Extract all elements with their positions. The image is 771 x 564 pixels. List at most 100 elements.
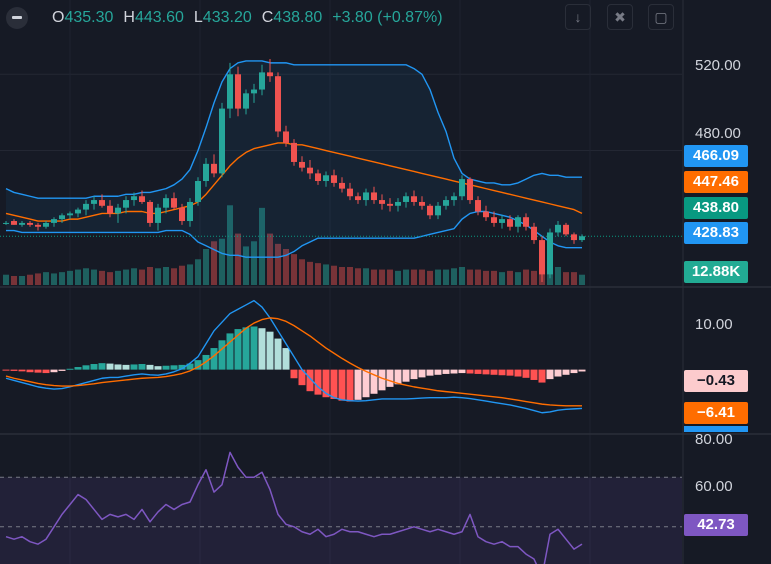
volume-bar bbox=[35, 273, 41, 285]
volume-bar bbox=[523, 269, 529, 285]
volume-bar bbox=[187, 264, 193, 285]
candle-body bbox=[67, 213, 73, 216]
macd-histogram-bar bbox=[58, 369, 66, 371]
candle-body bbox=[27, 222, 33, 225]
macd-histogram-bar bbox=[330, 369, 338, 399]
macd-histogram-bar bbox=[346, 369, 354, 402]
macd-histogram-bar bbox=[434, 369, 442, 375]
candle-body bbox=[419, 201, 425, 206]
candle-body bbox=[123, 200, 129, 208]
arrow-down-icon[interactable]: ↓ bbox=[565, 4, 591, 30]
volume-bar bbox=[51, 273, 57, 285]
candle-body bbox=[379, 200, 385, 204]
candle-body bbox=[307, 167, 313, 174]
macd-histogram-bar bbox=[210, 348, 218, 370]
rsi-band-fill bbox=[0, 477, 682, 564]
volume-bar bbox=[555, 267, 561, 285]
macd-histogram-bar bbox=[114, 364, 122, 370]
candle-body bbox=[275, 76, 281, 132]
candle-body bbox=[155, 207, 161, 223]
macd-histogram-bar bbox=[418, 369, 426, 378]
volume-bar bbox=[203, 249, 209, 285]
candle-body bbox=[243, 93, 249, 109]
candle-body bbox=[291, 142, 297, 162]
collapse-icon[interactable]: ✖ bbox=[607, 4, 633, 30]
candle-body bbox=[163, 198, 169, 208]
candlesticks bbox=[3, 59, 585, 282]
volume-bar bbox=[19, 276, 25, 285]
candle-body bbox=[259, 72, 265, 90]
macd-histogram-bar bbox=[26, 369, 34, 373]
volume-bar bbox=[115, 270, 121, 285]
volume-bar bbox=[579, 274, 585, 285]
volume-bar bbox=[211, 241, 217, 285]
volume-bar bbox=[259, 207, 265, 285]
candle-body bbox=[267, 72, 273, 77]
legend-toggle-button[interactable] bbox=[6, 7, 28, 29]
candle-body bbox=[139, 196, 145, 202]
candle-body bbox=[11, 221, 17, 225]
macd-histogram-bar bbox=[362, 369, 370, 398]
rsi-line bbox=[5, 451, 583, 564]
candle-body bbox=[195, 181, 201, 202]
candle-body bbox=[467, 179, 473, 201]
volume-bar bbox=[515, 272, 521, 285]
volume-bar bbox=[179, 265, 185, 285]
candle-body bbox=[571, 234, 577, 241]
candle-body bbox=[331, 175, 337, 183]
rsi-pane bbox=[0, 451, 682, 564]
macd-histogram-bar bbox=[258, 328, 266, 370]
macd-histogram-bar bbox=[218, 340, 226, 370]
volume-bar bbox=[563, 272, 569, 285]
candle-body bbox=[507, 219, 513, 227]
volume-bar bbox=[395, 270, 401, 285]
macd-histogram-bar bbox=[146, 364, 154, 370]
candle-body bbox=[299, 161, 305, 168]
volume-bar bbox=[443, 269, 449, 285]
candle-body bbox=[427, 205, 433, 216]
volume-bar bbox=[307, 261, 313, 285]
volume-bar bbox=[235, 233, 241, 285]
volume-bar bbox=[323, 264, 329, 285]
candle-body bbox=[179, 207, 185, 222]
macd-histogram-bar bbox=[50, 369, 58, 373]
macd-histogram-bar bbox=[482, 369, 490, 375]
macd-histogram-bar bbox=[194, 360, 202, 370]
upper-band-badge: 466.09 bbox=[684, 145, 748, 167]
candle-body bbox=[283, 131, 289, 143]
candle-body bbox=[83, 203, 89, 210]
candle-body bbox=[187, 201, 193, 222]
fullscreen-icon[interactable]: ▢ bbox=[648, 4, 674, 30]
price-tick-480: 480.00 bbox=[695, 125, 741, 142]
macd-tick-10: 10.00 bbox=[695, 316, 733, 333]
macd-histogram-bar bbox=[82, 365, 90, 370]
macd-signal-line bbox=[5, 317, 582, 407]
candle-body bbox=[443, 200, 449, 206]
candle-body bbox=[499, 219, 505, 223]
volume-bar bbox=[59, 272, 65, 285]
macd-histogram-bar bbox=[234, 329, 242, 370]
macd-histogram-bar bbox=[130, 364, 138, 370]
rsi-band-background bbox=[0, 477, 682, 564]
macd-histogram-bar bbox=[106, 363, 114, 370]
candle-body bbox=[43, 222, 49, 227]
volume-bar bbox=[531, 270, 537, 285]
macd-histogram-bar bbox=[426, 369, 434, 376]
candle-body bbox=[395, 201, 401, 206]
macd-histogram-bar bbox=[546, 369, 554, 380]
macd-histogram-bar bbox=[554, 369, 562, 377]
candle-body bbox=[523, 217, 529, 227]
macd-histogram-bar bbox=[386, 369, 394, 387]
macd-histogram-bar bbox=[34, 369, 42, 373]
macd-histogram-bar bbox=[378, 369, 386, 391]
macd-histogram-bar bbox=[226, 333, 234, 370]
candle-body bbox=[131, 196, 137, 201]
candle-body bbox=[387, 203, 393, 206]
candle-body bbox=[235, 74, 241, 109]
candle-body bbox=[99, 200, 105, 206]
candle-body bbox=[315, 173, 321, 182]
macd-histogram-bar bbox=[90, 364, 98, 370]
macd-histogram-bar bbox=[10, 369, 18, 371]
ema-badge: 447.46 bbox=[684, 171, 748, 193]
